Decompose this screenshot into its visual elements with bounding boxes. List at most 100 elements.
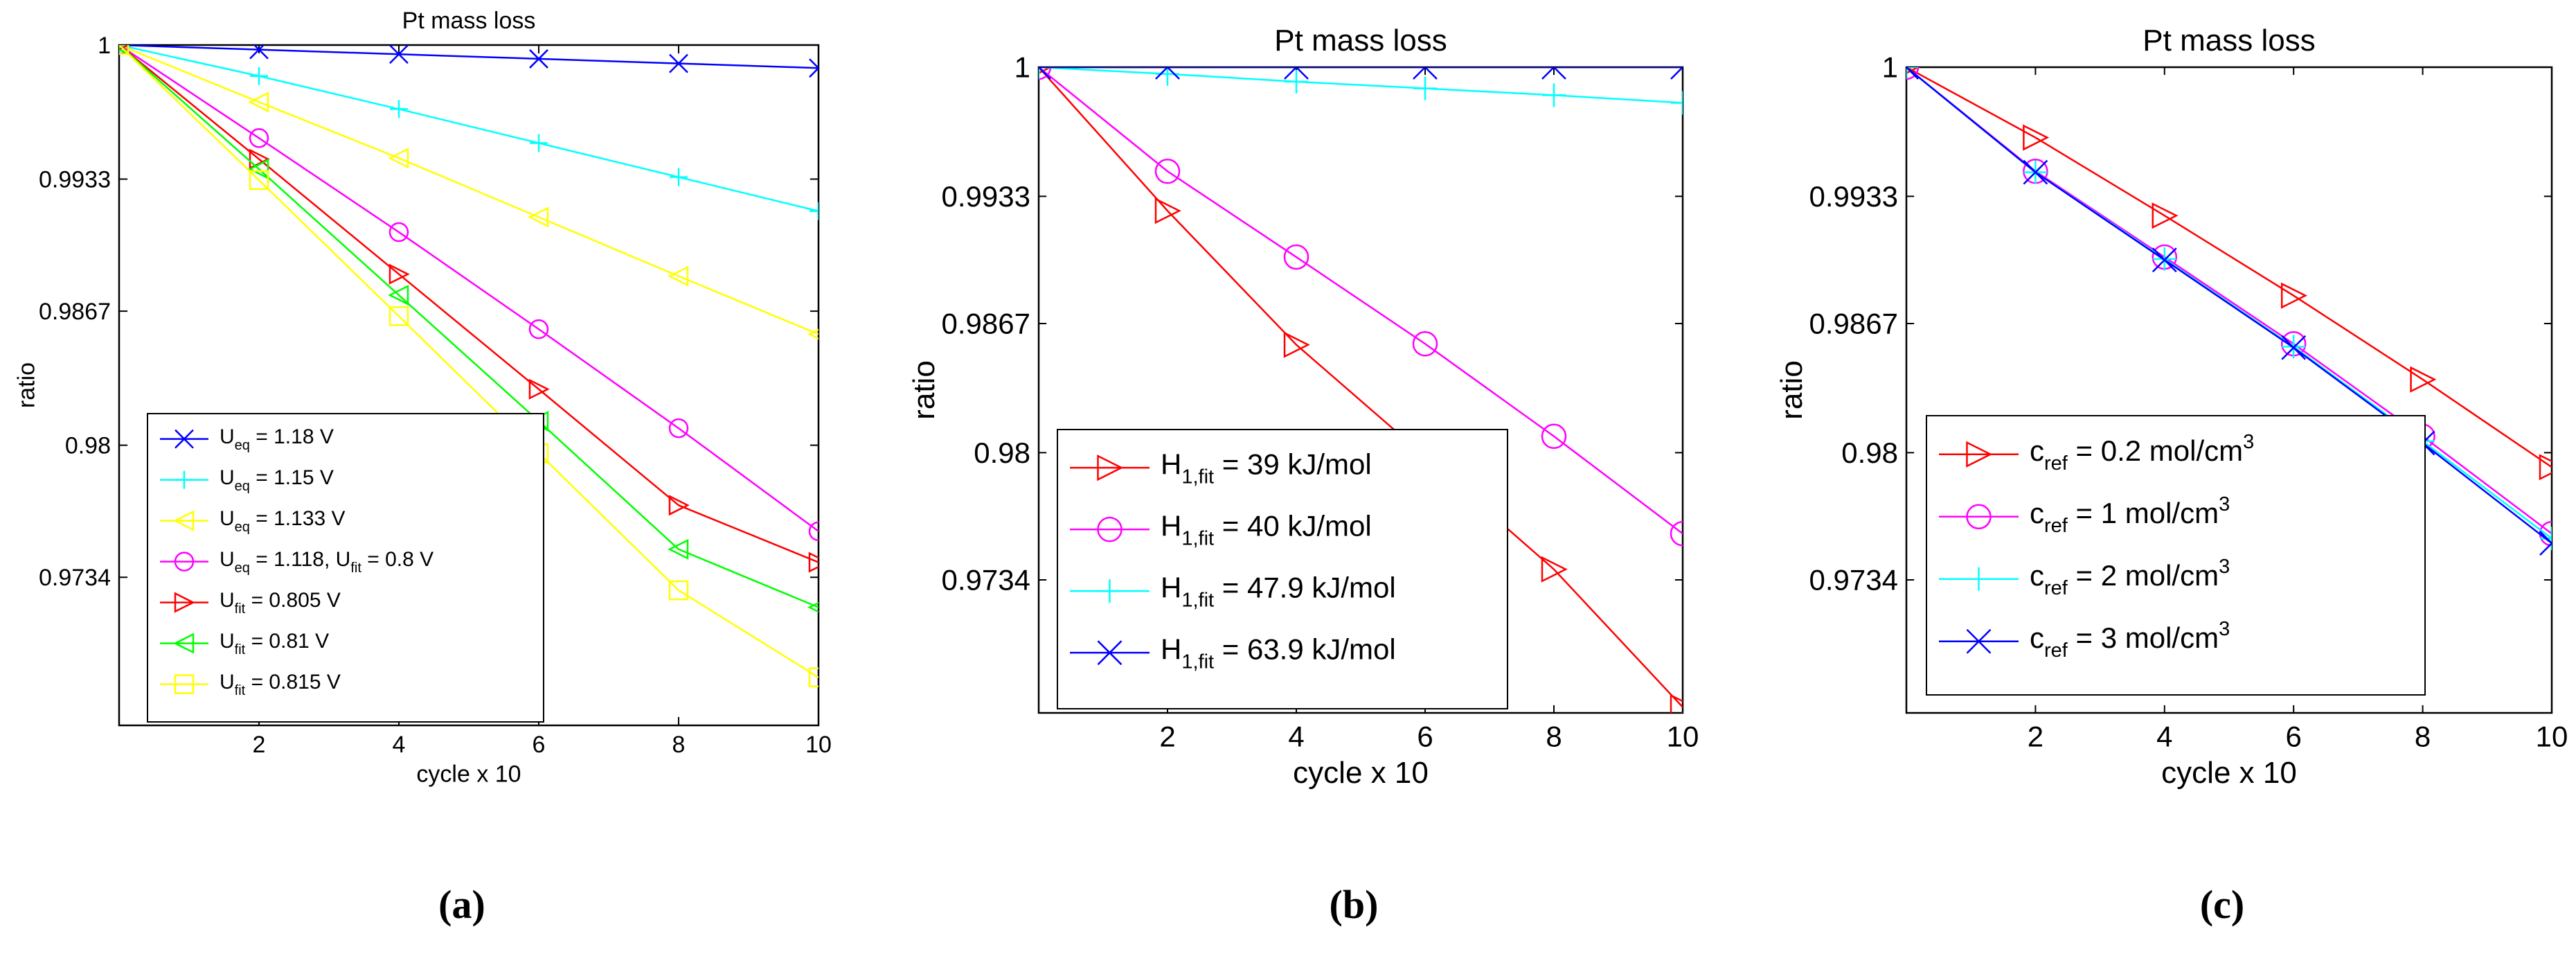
legend-b: H1,fit = 39 kJ/mol H1,fit = 40 kJ/mol H1,f… <box>1057 429 1508 709</box>
legend-marker <box>173 510 195 531</box>
data-point <box>1670 67 1683 80</box>
y-tick-label: 0.9734 <box>1809 564 1898 597</box>
legend-entry-label: Ufit = 0.805 V <box>220 589 341 617</box>
panel-label-a: (a) <box>438 882 485 927</box>
data-point <box>668 265 689 287</box>
chart-title-c: Pt mass loss <box>2143 24 2315 58</box>
data-point <box>1154 197 1181 224</box>
x-tick-label: 2 <box>253 732 266 758</box>
data-point <box>1283 244 1309 270</box>
x-tick-label: 8 <box>2415 720 2431 752</box>
series-line <box>119 45 819 532</box>
panel-label-c: (c) <box>2200 882 2244 927</box>
legend-entry-label: H1,fit = 40 kJ/mol <box>1161 509 1372 549</box>
data-point <box>669 53 688 73</box>
data-point <box>2280 282 2307 309</box>
y-axis-label-c: ratio <box>1775 360 1809 420</box>
series-layer-b <box>1039 67 1683 713</box>
data-point <box>2281 335 2307 360</box>
data-point <box>390 100 408 118</box>
data-point <box>1412 330 1438 357</box>
legend-entry-label: cref = 3 mol/cm3 <box>2030 618 2230 662</box>
panel-b: Pt mass loss cycle x 10 ratio 2 4 6 8 10 0.97… <box>907 24 1699 927</box>
y-tick-label: 0.9933 <box>942 180 1030 213</box>
x-tick-label: 8 <box>672 732 686 758</box>
legend-marker <box>1097 516 1122 542</box>
data-point <box>1542 83 1566 107</box>
x-tick-label: 2 <box>2028 720 2043 752</box>
series-line <box>119 45 819 69</box>
data-point <box>2539 454 2552 481</box>
data-point <box>2540 527 2552 551</box>
series-layer-c <box>1906 67 2552 556</box>
x-tick-label: 4 <box>1288 720 1304 752</box>
y-tick-label: 0.9867 <box>942 308 1030 340</box>
x-tick-label: 8 <box>1546 720 1562 752</box>
legend-marker <box>1098 579 1122 603</box>
data-point <box>248 91 269 113</box>
data-point <box>670 168 688 186</box>
data-point <box>2152 202 2179 229</box>
legend-entry-label: cref = 0.2 mol/cm3 <box>2030 431 2254 475</box>
x-tick-label: 10 <box>805 732 832 758</box>
legend-marker <box>1097 454 1124 482</box>
x-tick-label: 10 <box>2536 720 2568 752</box>
data-point <box>1670 694 1683 713</box>
legend-box <box>147 413 544 723</box>
y-tick-label: 0.9933 <box>39 166 111 193</box>
legend-marker <box>175 429 194 449</box>
y-tick-label: 0.9734 <box>39 565 111 591</box>
y-tick-label: 1 <box>1014 51 1030 84</box>
data-point <box>1285 69 1308 94</box>
series-line <box>119 45 819 608</box>
y-axis-label-b: ratio <box>907 360 941 420</box>
y-tick-label: 0.9867 <box>1809 308 1898 340</box>
data-point <box>2023 159 2048 185</box>
panel-c: Pt mass loss cycle x 10 ratio 2 4 6 8 10 0.97… <box>1775 24 2568 927</box>
y-tick-label: 1 <box>1882 51 1898 84</box>
series-line <box>1906 67 2552 468</box>
x-tick-label: 4 <box>2156 720 2172 752</box>
legend-c: cref = 0.2 mol/cm3 cref = 1 mol/cm3 cref =… <box>1926 415 2426 696</box>
data-point <box>1670 521 1683 547</box>
data-point <box>249 128 269 148</box>
legend-marker <box>1967 567 1991 591</box>
data-point <box>388 285 409 306</box>
data-point <box>1541 423 1567 450</box>
series-line <box>1039 67 1683 104</box>
chart-title-a: Pt mass loss <box>402 8 536 34</box>
legend-a: Ueq = 1.18 V Ueq = 1.15 V Ueq = 1.133 V Ueq… <box>147 413 544 723</box>
data-point <box>808 667 819 687</box>
x-tick-label: 6 <box>533 732 546 758</box>
data-point <box>248 159 269 180</box>
data-point <box>1413 67 1438 80</box>
legend-box <box>1057 429 1508 709</box>
data-point <box>2152 247 2177 273</box>
legend-marker <box>1966 504 1992 530</box>
x-tick-label: 4 <box>393 732 406 758</box>
data-point <box>250 67 268 85</box>
series-line <box>1039 67 1683 708</box>
legend-marker <box>1966 628 1992 654</box>
data-point <box>668 580 689 601</box>
data-point <box>810 202 819 220</box>
legend-entry-label: Ueq = 1.133 V <box>220 507 346 535</box>
legend-marker <box>173 633 195 654</box>
x-axis-label-c: cycle x 10 <box>2161 756 2297 790</box>
data-point <box>530 134 548 152</box>
data-point <box>528 206 549 228</box>
legend-box <box>1926 415 2426 696</box>
legend-entry-label: H1,fit = 39 kJ/mol <box>1161 448 1372 488</box>
panel-label-b: (b) <box>1330 882 1379 927</box>
y-tick-label: 0.9734 <box>942 564 1030 597</box>
data-point <box>388 148 409 169</box>
x-tick-label: 6 <box>1417 720 1433 752</box>
series-line <box>119 45 819 678</box>
data-point <box>1155 67 1180 80</box>
x-tick-label: 6 <box>2286 720 2302 752</box>
legend-marker <box>174 592 195 613</box>
data-point <box>2539 531 2552 556</box>
data-point <box>2410 366 2437 393</box>
x-axis-label-b: cycle x 10 <box>1293 756 1429 790</box>
data-point <box>388 222 409 242</box>
